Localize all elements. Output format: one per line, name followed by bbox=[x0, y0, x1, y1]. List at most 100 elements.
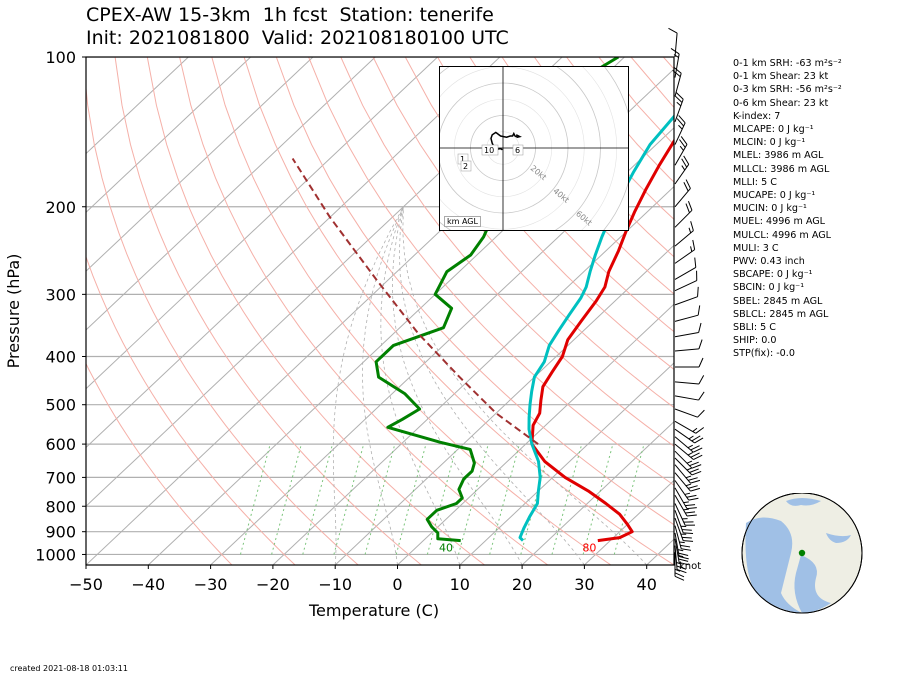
isotherm bbox=[459, 362, 674, 565]
chart-subtitle: Init: 2021081800 Valid: 202108180100 UTC bbox=[86, 27, 509, 49]
barb-feather bbox=[678, 558, 689, 562]
barb-staff bbox=[674, 164, 690, 185]
barb-feather bbox=[686, 494, 697, 498]
barb-staff bbox=[674, 428, 695, 444]
hodograph-ring-label: 60kt bbox=[574, 209, 594, 227]
barb-feather bbox=[683, 182, 689, 192]
barb-feather bbox=[678, 552, 689, 556]
globe-locator-map bbox=[741, 493, 863, 614]
stat-line: 0-3 km SRH: -56 m²s⁻² bbox=[733, 84, 842, 96]
stat-line: SBCIN: 0 J kg⁻¹ bbox=[733, 282, 805, 294]
barb-feather bbox=[686, 514, 697, 517]
sounding-trace bbox=[530, 138, 674, 543]
barb-feather bbox=[690, 445, 700, 451]
barb-half-feather bbox=[682, 518, 688, 520]
stat-line: MULI: 3 C bbox=[733, 242, 779, 254]
x-tick-label: −40 bbox=[131, 575, 165, 594]
wind-barb bbox=[674, 408, 705, 418]
barb-staff bbox=[674, 450, 693, 469]
wind-barb bbox=[674, 420, 705, 434]
barb-half-feather bbox=[686, 460, 693, 464]
mixing-ratio-line bbox=[489, 443, 520, 555]
wind-barb bbox=[674, 428, 704, 444]
wind-barb bbox=[674, 339, 703, 352]
mixing-ratio-line bbox=[302, 443, 334, 555]
mixing-ratio-line bbox=[551, 443, 583, 555]
barb-staff bbox=[674, 230, 694, 247]
stat-line: SBLI: 5 C bbox=[733, 322, 776, 334]
barb-feather bbox=[678, 115, 686, 124]
globe-outline bbox=[741, 493, 863, 614]
plot-frame bbox=[85, 56, 675, 566]
mixing-ratio-line bbox=[613, 443, 645, 555]
wind-barb bbox=[674, 503, 695, 526]
barb-staff bbox=[674, 420, 697, 434]
surface-value-label: 40 bbox=[439, 541, 453, 554]
moist-adiabat bbox=[392, 206, 523, 565]
stat-line: 0-1 km Shear: 23 kt bbox=[733, 71, 829, 83]
barb-feather bbox=[686, 507, 697, 510]
barb-half-feather bbox=[674, 568, 681, 572]
stat-line: SHIP: 0.0 bbox=[733, 335, 777, 347]
dry-adiabat bbox=[372, 57, 674, 409]
barb-feather bbox=[681, 536, 692, 539]
stat-line: MUCIN: 0 J kg⁻¹ bbox=[733, 203, 807, 215]
x-tick-label: 20 bbox=[512, 575, 532, 594]
barb-staff bbox=[674, 280, 697, 292]
barb-staff bbox=[674, 73, 682, 97]
barb-staff bbox=[674, 122, 686, 145]
barb-feather bbox=[674, 575, 685, 581]
barb-feather bbox=[698, 339, 703, 350]
dry-adiabat bbox=[275, 57, 674, 526]
y-tick-label: 1000 bbox=[35, 545, 76, 564]
wind-barb bbox=[674, 286, 699, 306]
barb-feather bbox=[681, 529, 692, 531]
barb-feather bbox=[674, 572, 685, 578]
created-timestamp: created 2021-08-18 01:03:11 bbox=[10, 664, 128, 673]
wind-barb bbox=[674, 464, 701, 484]
barb-half-feather bbox=[680, 525, 687, 527]
barb-feather bbox=[690, 479, 701, 484]
barb-feather bbox=[680, 544, 691, 548]
barb-feather bbox=[679, 139, 686, 148]
hodograph-ring-label: 20kt bbox=[529, 164, 549, 182]
barb-half-feather bbox=[681, 165, 686, 171]
dry-adiabat bbox=[404, 57, 674, 371]
barb-feather bbox=[675, 92, 684, 100]
barb-staff bbox=[674, 33, 678, 58]
dry-adiabat bbox=[437, 57, 674, 333]
barb-staff bbox=[674, 532, 680, 557]
barb-staff bbox=[674, 480, 690, 501]
mixing-ratio-line bbox=[458, 443, 489, 555]
barb-staff bbox=[674, 53, 680, 78]
barb-feather bbox=[674, 95, 683, 103]
dry-adiabat bbox=[146, 57, 485, 565]
isotherm bbox=[86, 57, 314, 272]
wind-barbs bbox=[668, 27, 705, 581]
wind-barb bbox=[674, 552, 685, 581]
barb-half-feather bbox=[680, 533, 687, 535]
barb-staff bbox=[674, 266, 697, 280]
barb-half-feather bbox=[676, 562, 682, 565]
barb-units-label: knot bbox=[679, 561, 701, 572]
barb-feather bbox=[696, 270, 698, 281]
barb-staff bbox=[674, 545, 678, 570]
barb-feather bbox=[695, 427, 705, 434]
barb-staff bbox=[674, 144, 688, 166]
wind-barb bbox=[674, 480, 699, 501]
globe-sea bbox=[826, 533, 851, 543]
stat-line: SBEL: 2845 m AGL bbox=[733, 295, 823, 307]
barb-feather bbox=[693, 447, 703, 453]
dry-adiabat bbox=[308, 57, 674, 486]
barb-staff bbox=[674, 457, 693, 476]
mixing-ratio-line bbox=[271, 443, 302, 555]
wind-barb bbox=[674, 450, 702, 469]
hodograph-height-box bbox=[460, 160, 472, 172]
stat-line: MLLCL: 3986 m AGL bbox=[733, 163, 830, 175]
isotherm bbox=[86, 57, 438, 390]
wind-barb bbox=[674, 538, 689, 566]
barb-staff bbox=[674, 249, 695, 264]
barb-feather bbox=[687, 200, 693, 211]
isotherm bbox=[210, 127, 674, 565]
barb-feather bbox=[673, 66, 682, 74]
